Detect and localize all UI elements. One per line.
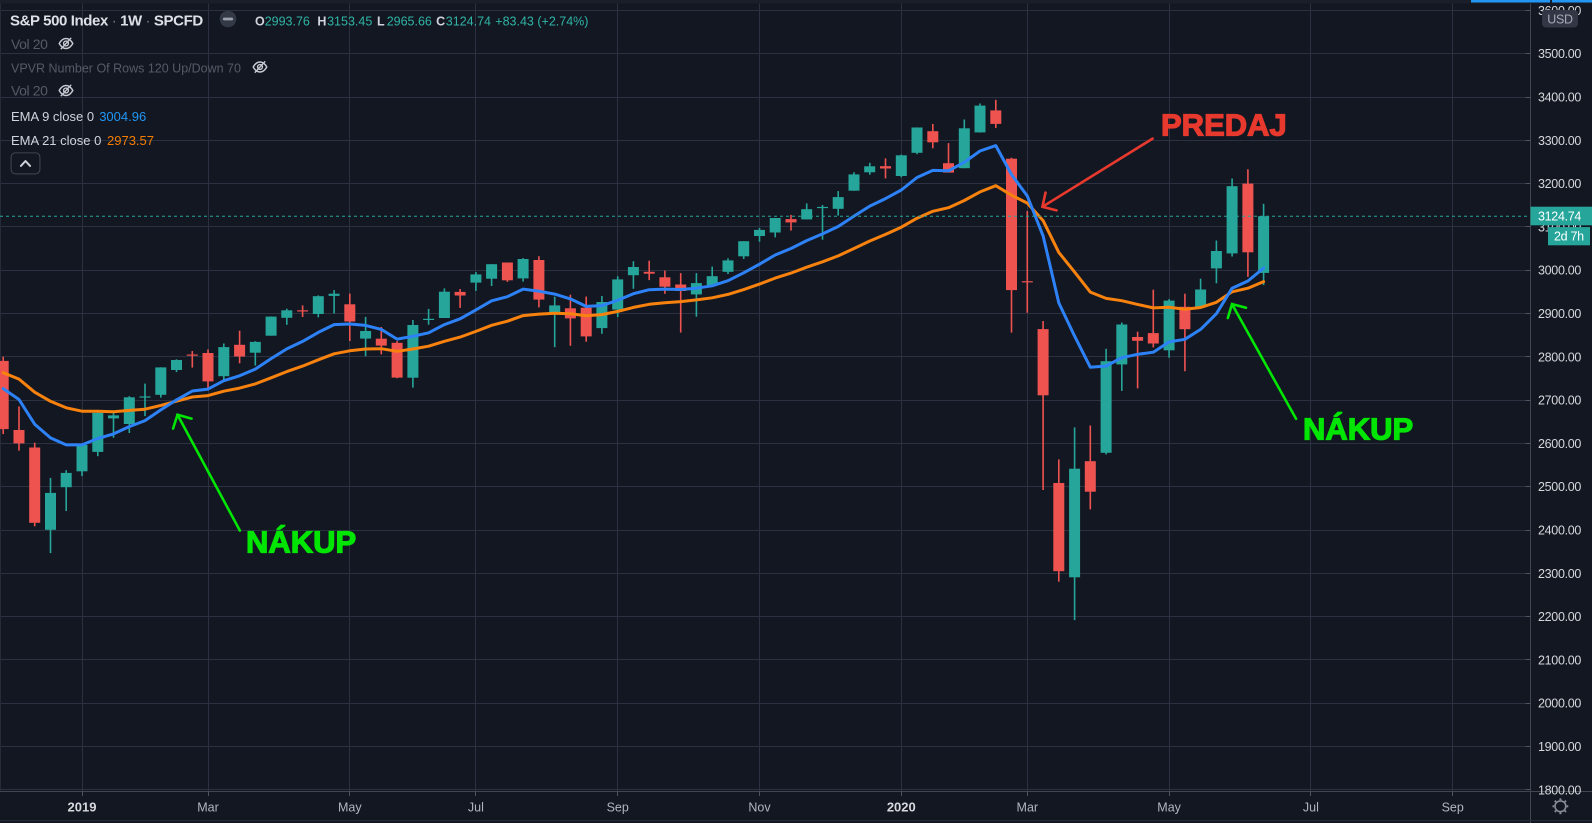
svg-text:2965.66: 2965.66 [387, 15, 432, 29]
svg-text:2993.76: 2993.76 [265, 15, 310, 29]
svg-text:3124.74: 3124.74 [1538, 210, 1581, 224]
svg-text:Mar: Mar [1017, 801, 1039, 815]
svg-text:Sep: Sep [1442, 801, 1464, 815]
svg-text:2600.00: 2600.00 [1538, 437, 1581, 451]
svg-text:2800.00: 2800.00 [1538, 350, 1581, 364]
svg-text:2900.00: 2900.00 [1538, 307, 1581, 321]
svg-text:Vol 20: Vol 20 [11, 82, 48, 98]
svg-text:1800.00: 1800.00 [1538, 783, 1581, 797]
svg-text:3124.74: 3124.74 [446, 15, 491, 29]
svg-text:2000.00: 2000.00 [1538, 697, 1581, 711]
svg-text:3300.00: 3300.00 [1538, 134, 1581, 148]
svg-text:NÁKUP: NÁKUP [246, 525, 356, 560]
svg-text:2300.00: 2300.00 [1538, 567, 1581, 581]
svg-text:O: O [255, 15, 265, 29]
svg-text:1900.00: 1900.00 [1538, 740, 1581, 754]
svg-text:EMA 21 close 0: EMA 21 close 0 [11, 133, 101, 148]
svg-text:3004.96: 3004.96 [99, 109, 146, 124]
svg-text:NÁKUP: NÁKUP [1303, 412, 1413, 447]
svg-text:USD: USD [1547, 13, 1573, 27]
svg-text:+83.43 (+2.74%): +83.43 (+2.74%) [495, 15, 588, 29]
svg-text:2019: 2019 [68, 800, 97, 815]
svg-text:3500.00: 3500.00 [1538, 47, 1581, 61]
svg-text:2020: 2020 [887, 800, 916, 815]
svg-text:EMA 9 close 0: EMA 9 close 0 [11, 109, 94, 124]
svg-text:S&P 500 Index · 1W · SPCFD: S&P 500 Index · 1W · SPCFD [10, 13, 203, 30]
svg-text:2973.57: 2973.57 [107, 133, 154, 148]
svg-text:C: C [436, 15, 445, 29]
svg-text:Sep: Sep [607, 801, 629, 815]
svg-text:3400.00: 3400.00 [1538, 91, 1581, 105]
svg-text:2400.00: 2400.00 [1538, 524, 1581, 538]
svg-text:H: H [317, 15, 326, 29]
svg-text:May: May [338, 801, 362, 815]
svg-text:L: L [377, 15, 385, 29]
svg-text:May: May [1157, 801, 1181, 815]
svg-text:VPVR Number Of Rows 120 Up/Dow: VPVR Number Of Rows 120 Up/Down 70 [11, 61, 241, 75]
svg-text:Vol 20: Vol 20 [11, 36, 48, 52]
svg-text:2d 7h: 2d 7h [1554, 230, 1584, 244]
svg-text:2200.00: 2200.00 [1538, 610, 1581, 624]
svg-text:2700.00: 2700.00 [1538, 394, 1581, 408]
svg-text:3153.45: 3153.45 [327, 15, 372, 29]
svg-text:2500.00: 2500.00 [1538, 480, 1581, 494]
svg-text:3200.00: 3200.00 [1538, 177, 1581, 191]
svg-text:PREDAJ: PREDAJ [1161, 108, 1287, 143]
svg-text:Mar: Mar [197, 801, 219, 815]
svg-text:Jul: Jul [1303, 801, 1319, 815]
svg-text:Nov: Nov [748, 801, 771, 815]
svg-text:Jul: Jul [468, 801, 484, 815]
svg-text:3000.00: 3000.00 [1538, 264, 1581, 278]
svg-text:2100.00: 2100.00 [1538, 653, 1581, 667]
